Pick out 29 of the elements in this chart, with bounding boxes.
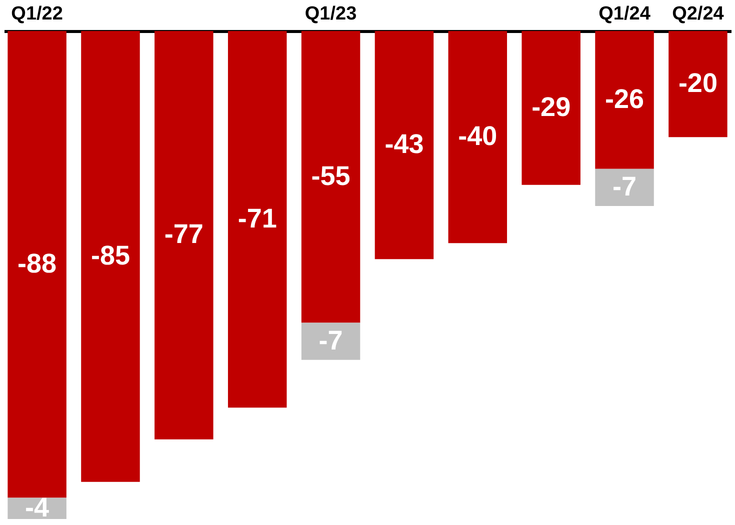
bar <box>301 31 360 323</box>
data-label: -20 <box>678 68 718 98</box>
data-label: -55 <box>311 160 350 191</box>
data-label: -7 <box>318 325 343 356</box>
data-label: -40 <box>458 121 498 152</box>
data-label: -77 <box>164 219 204 250</box>
bar <box>301 322 360 360</box>
bar <box>595 31 654 169</box>
data-label: -29 <box>532 92 571 122</box>
data-label: -88 <box>18 248 57 278</box>
data-label: -71 <box>238 203 277 234</box>
bar <box>374 31 434 260</box>
bar <box>595 168 654 206</box>
data-label: -43 <box>384 129 424 160</box>
bar <box>522 31 580 185</box>
bar <box>81 31 140 482</box>
data-label: -85 <box>90 240 130 270</box>
x-tick-label: Q1/24 <box>598 4 651 24</box>
x-tick-label: Q1/23 <box>304 4 357 24</box>
x-tick-label: Q2/24 <box>672 4 724 24</box>
x-tick-label: Q1/22 <box>11 4 63 24</box>
bar <box>668 31 728 138</box>
bar <box>8 31 66 498</box>
data-label: -26 <box>605 84 644 114</box>
data-label: -4 <box>25 492 50 522</box>
bar <box>154 31 214 440</box>
bar <box>448 31 508 244</box>
data-label: -7 <box>612 171 637 202</box>
bar <box>228 31 287 408</box>
